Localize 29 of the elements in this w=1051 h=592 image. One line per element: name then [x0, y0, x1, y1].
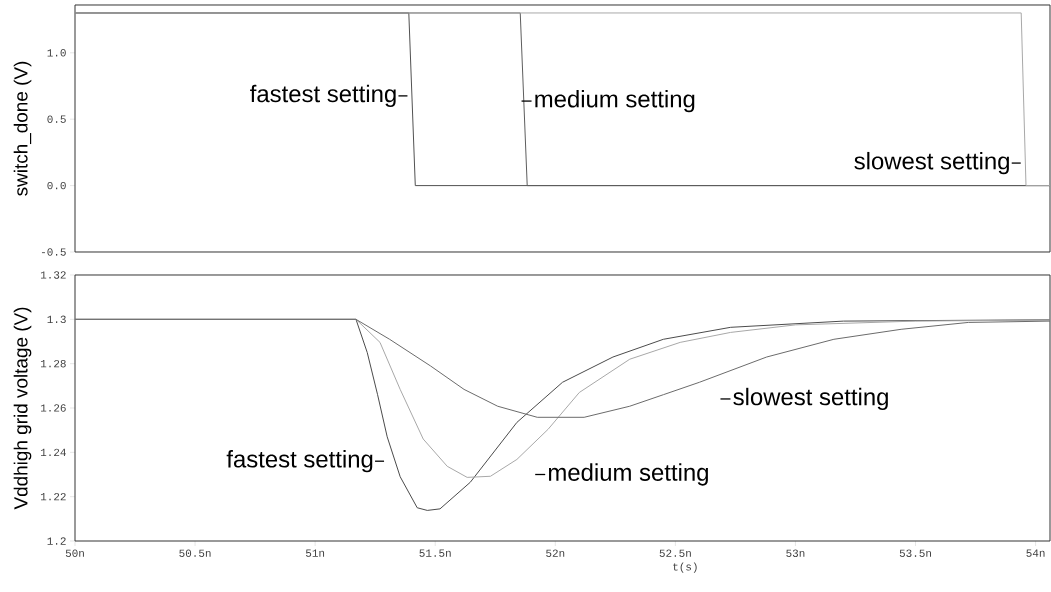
- x-tick-label: 51.5n: [419, 549, 451, 557]
- series-label: fastest setting: [250, 84, 396, 108]
- y-axis-title: switch_done (V): [13, 61, 32, 196]
- series-label: medium setting: [549, 463, 708, 486]
- y-tick-label: 1.28: [40, 359, 66, 368]
- x-tick-label: 50n: [65, 549, 84, 557]
- series-label: fastest setting: [226, 450, 373, 473]
- y-tick-label: 1.32: [40, 271, 66, 279]
- series-label: slowest setting: [733, 387, 888, 411]
- x-axis-title: t(s): [673, 562, 697, 573]
- y-tick-label: 1.2: [47, 537, 66, 545]
- x-tick-label: 53n: [786, 549, 805, 557]
- series-label: medium setting: [535, 89, 695, 113]
- y-tick-label: -0.5: [41, 248, 66, 256]
- x-tick-label: 51n: [305, 549, 325, 557]
- x-tick-label: 52n: [546, 549, 565, 557]
- y-tick-label: 1.3: [47, 315, 66, 324]
- y-tick-label: 1.0: [47, 49, 66, 57]
- x-tick-label: 52.5n: [659, 549, 691, 557]
- y-axis-title: Vddhigh grid voltage (V): [13, 307, 32, 510]
- y-tick-label: 0.5: [47, 115, 66, 123]
- y-tick-label: 0.0: [47, 181, 66, 190]
- y-tick-label: 1.24: [40, 448, 66, 456]
- y-tick-label: 1.22: [40, 493, 66, 501]
- y-tick-label: 1.26: [40, 404, 66, 412]
- x-tick-label: 53.5n: [899, 549, 931, 557]
- x-tick-label: 50.5n: [179, 549, 211, 557]
- series-label: slowest setting: [854, 151, 1009, 175]
- x-tick-label: 54n: [1026, 549, 1045, 557]
